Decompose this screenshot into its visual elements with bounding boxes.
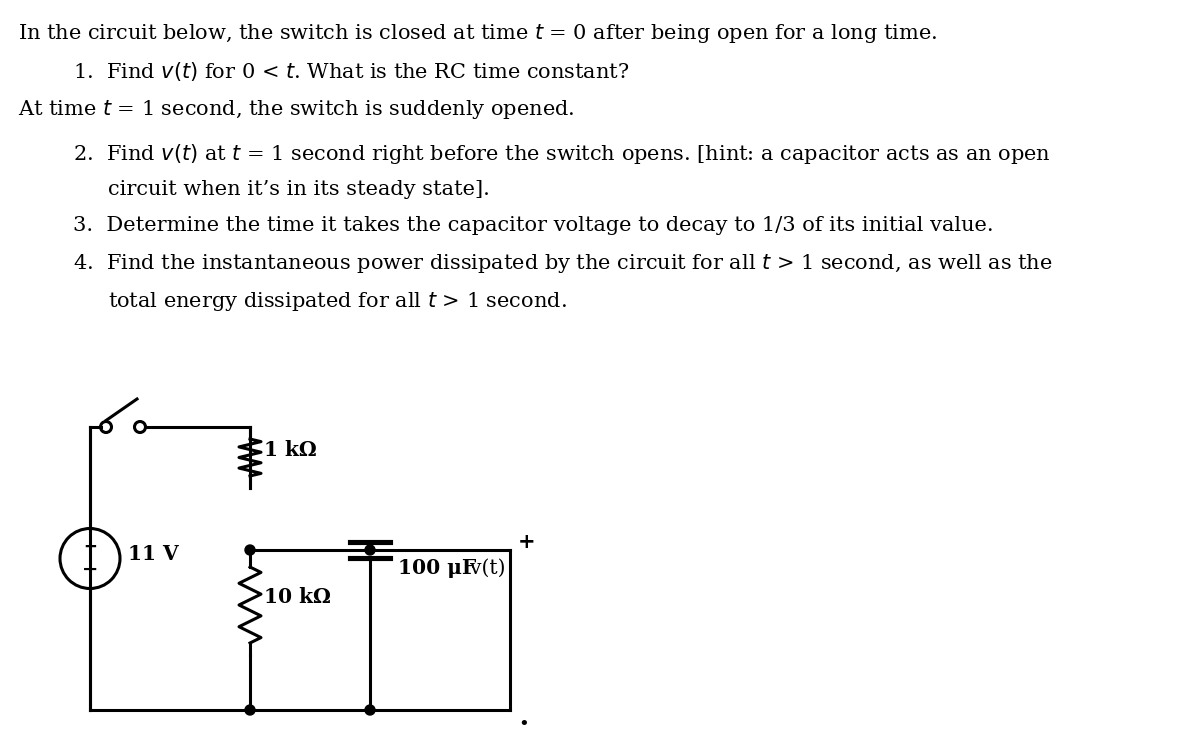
Text: At time $t$ = 1 second, the switch is suddenly opened.: At time $t$ = 1 second, the switch is su… xyxy=(18,98,575,121)
Text: 4.  Find the instantaneous power dissipated by the circuit for all $t$ > 1 secon: 4. Find the instantaneous power dissipat… xyxy=(73,252,1052,275)
Circle shape xyxy=(365,705,374,715)
Text: +: + xyxy=(518,532,535,552)
Circle shape xyxy=(365,545,374,555)
Text: •: • xyxy=(518,715,529,732)
Text: 2.  Find $v(t)$ at $t$ = 1 second right before the switch opens. [hint: a capaci: 2. Find $v(t)$ at $t$ = 1 second right b… xyxy=(73,142,1051,166)
Text: +: + xyxy=(83,539,97,556)
Text: total energy dissipated for all $t$ > 1 second.: total energy dissipated for all $t$ > 1 … xyxy=(108,290,566,313)
Text: 10 kΩ: 10 kΩ xyxy=(264,587,331,607)
Text: −: − xyxy=(82,560,98,579)
Text: 1.  Find $v(t)$ for 0 < $t$. What is the RC time constant?: 1. Find $v(t)$ for 0 < $t$. What is the … xyxy=(73,60,629,83)
Text: 1 kΩ: 1 kΩ xyxy=(264,439,317,460)
Circle shape xyxy=(245,705,256,715)
Text: circuit when it’s in its steady state].: circuit when it’s in its steady state]. xyxy=(108,180,490,199)
Text: v(t): v(t) xyxy=(470,559,505,578)
Text: 3.  Determine the time it takes the capacitor voltage to decay to 1/3 of its ini: 3. Determine the time it takes the capac… xyxy=(73,216,994,235)
Circle shape xyxy=(245,545,256,555)
Text: In the circuit below, the switch is closed at time $t$ = 0 after being open for : In the circuit below, the switch is clos… xyxy=(18,22,937,45)
Text: 11 V: 11 V xyxy=(128,543,179,564)
Text: 100 μF: 100 μF xyxy=(398,558,476,578)
